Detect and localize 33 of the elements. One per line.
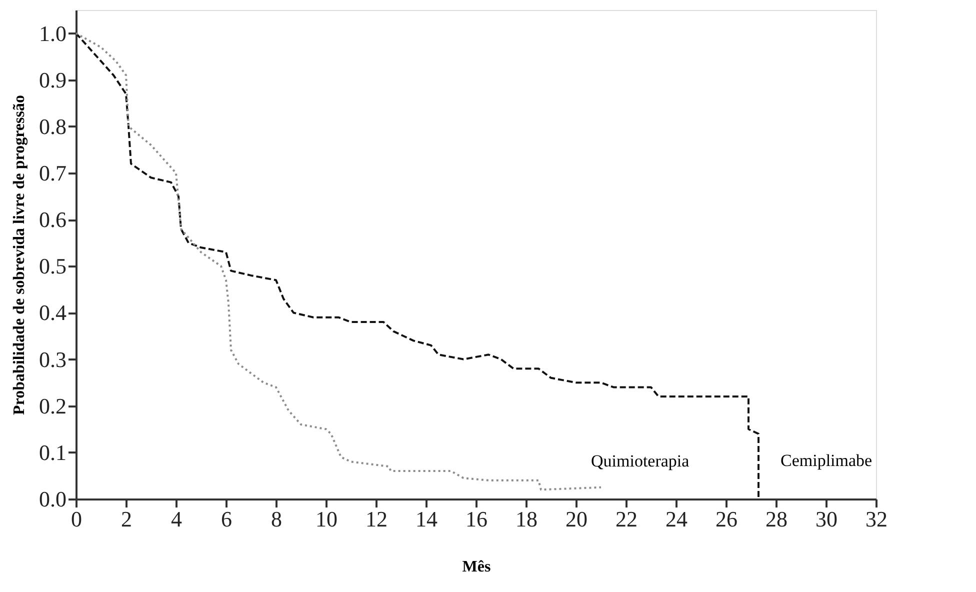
- x-tick-label: 16: [466, 506, 488, 532]
- x-tick-label: 22: [616, 506, 638, 532]
- x-tick-label: 20: [566, 506, 588, 532]
- y-tick-label: 0.5: [39, 254, 66, 279]
- series-label: Quimioterapia: [591, 451, 690, 470]
- y-tick-label: 0.4: [39, 300, 66, 326]
- x-tick-label: 26: [716, 506, 738, 532]
- x-tick-label: 0: [71, 506, 82, 532]
- y-tick-label: 0.6: [39, 207, 66, 232]
- x-tick-label: 8: [271, 506, 282, 532]
- y-tick-label: 0.9: [39, 67, 66, 92]
- y-tick-label: 0.7: [39, 160, 66, 186]
- y-tick-label: 0.8: [39, 114, 66, 139]
- x-tick-label: 30: [816, 506, 838, 532]
- x-tick-label: 32: [866, 506, 888, 532]
- y-tick-label: 0.0: [39, 486, 66, 512]
- line-series: [75, 32, 760, 500]
- x-tick-label: 28: [766, 506, 788, 532]
- y-axis-title: Probabilidade de sobrevida livre de progressão: [11, 95, 28, 415]
- x-tick-label: 6: [221, 506, 232, 532]
- x-tick-label: 24: [666, 506, 688, 532]
- y-tick-label: 0.1: [39, 440, 66, 465]
- x-tick-label: 12: [366, 506, 388, 532]
- y-tick-label: 0.2: [39, 393, 66, 418]
- x-tick-label: 2: [121, 506, 132, 532]
- x-tick-label: 10: [316, 506, 338, 532]
- x-tick-label: 14: [416, 506, 438, 532]
- x-tick-label: 4: [171, 506, 182, 532]
- y-tick-label: 1.0: [39, 20, 66, 46]
- x-axis-title: Mês: [462, 558, 491, 576]
- series-label: Cemiplimabe: [780, 451, 872, 470]
- x-tick-label: 18: [516, 506, 538, 532]
- y-tick-label: 0.3: [39, 346, 66, 372]
